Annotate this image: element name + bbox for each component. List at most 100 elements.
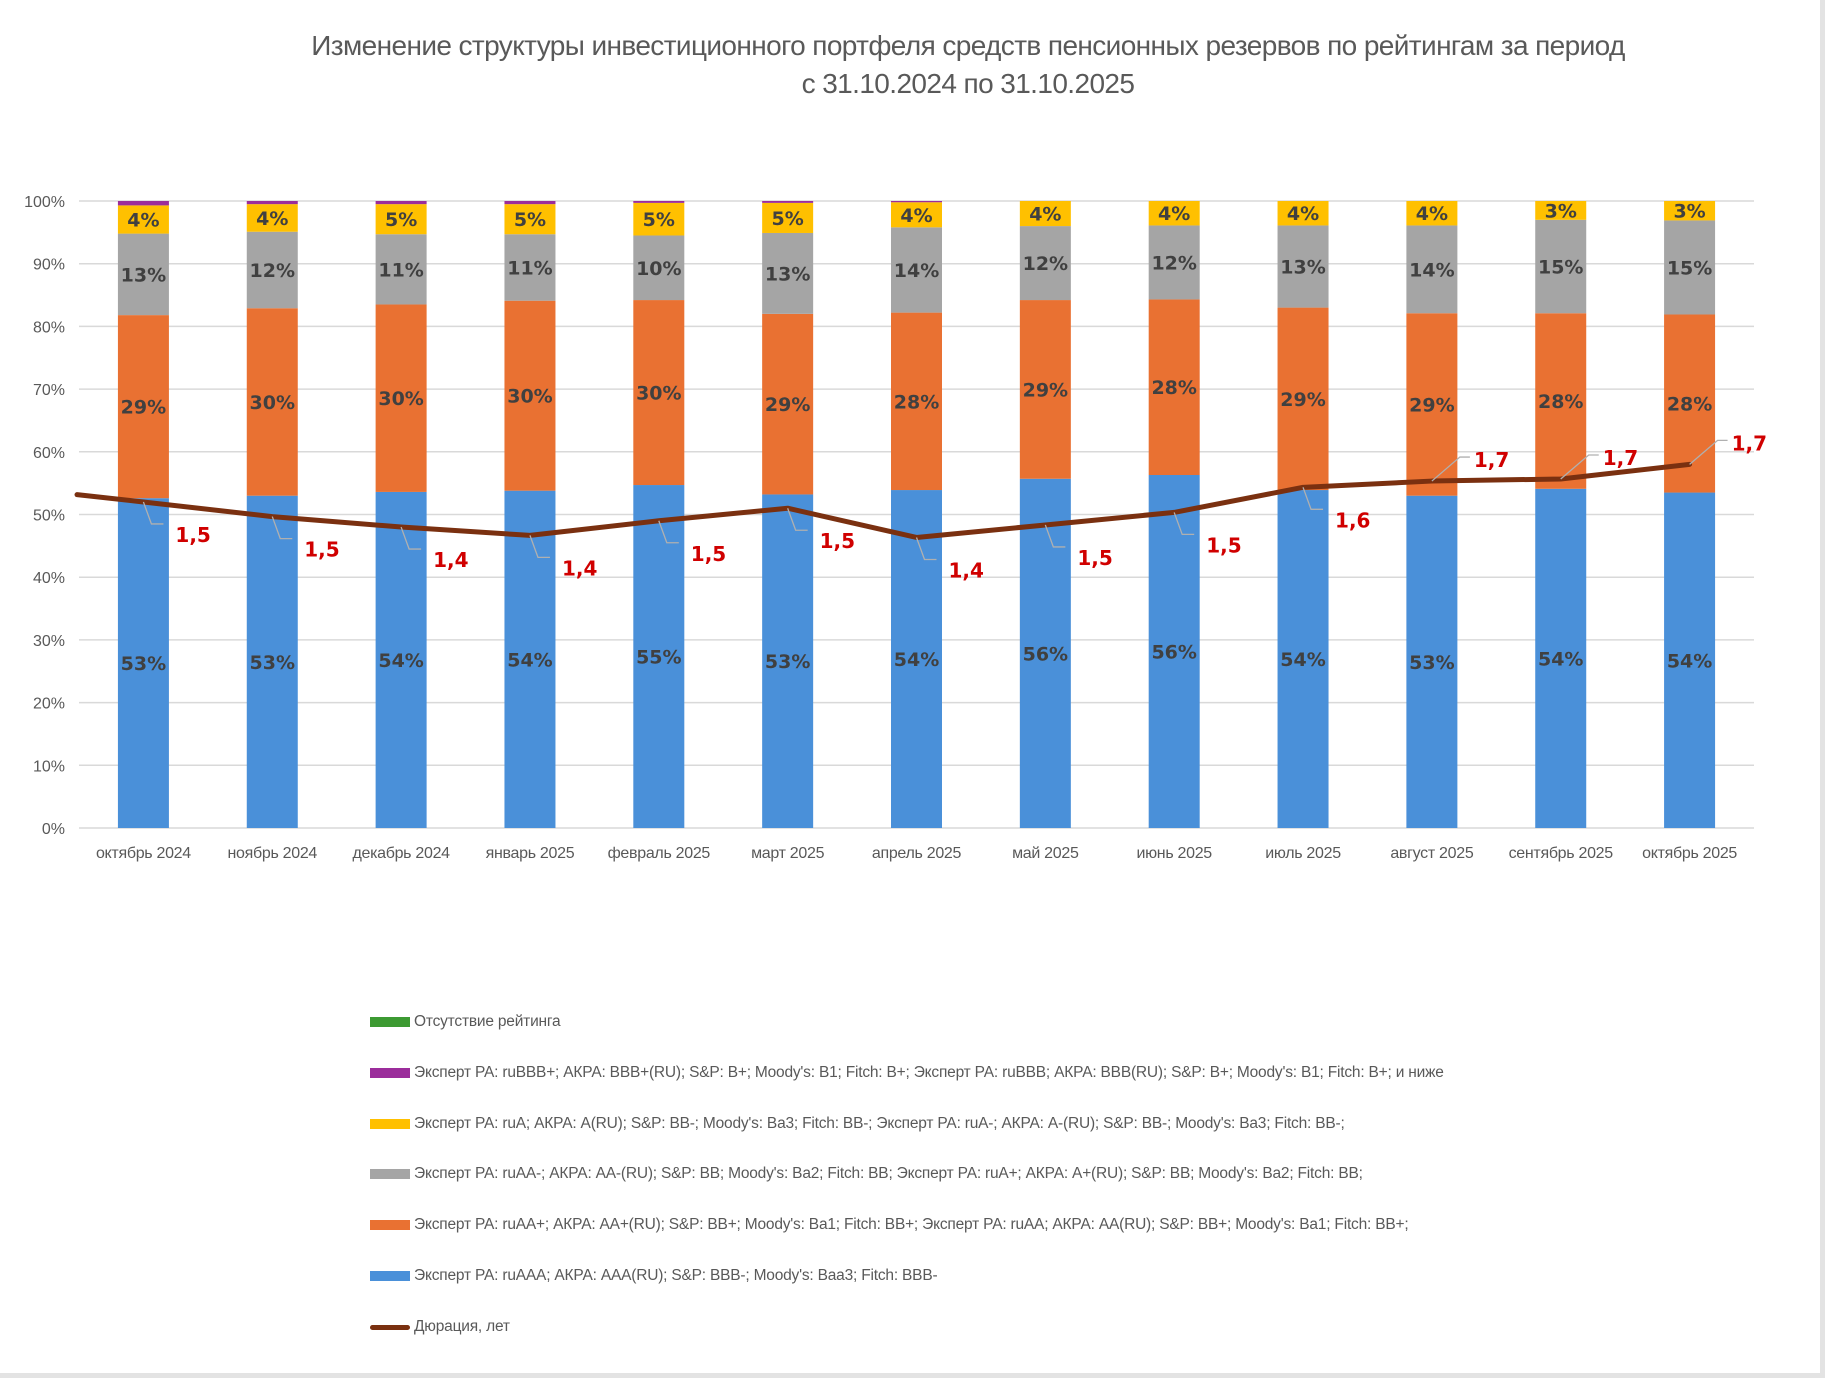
chart-plot-area: 0% 10% 20% 30% 40% 50% 60% 70% 80% 90% 100% 53% 29%…	[24, 194, 1767, 862]
bar-segment-label: 56%	[1023, 643, 1068, 665]
legend-item: Дюрация, лет	[370, 1313, 510, 1341]
label-leader-line	[271, 516, 293, 540]
bar-segment-label: 5%	[385, 209, 417, 231]
bar-segment	[1535, 488, 1587, 828]
bar-segment-label: 5%	[514, 209, 546, 231]
y-tick-label: 100%	[24, 194, 65, 211]
label-leader-line	[529, 535, 550, 559]
legend-label: Эксперт РА: ruAA-; АКРА: AA-(RU); S&P: B…	[414, 1165, 1363, 1182]
bar-segment	[1664, 220, 1716, 315]
label-leader-line	[1302, 487, 1324, 510]
duration-label: 1,5	[304, 538, 339, 562]
label-leader-line	[1431, 456, 1470, 482]
bar-segment	[246, 204, 298, 232]
bar-segment-label: 28%	[894, 391, 939, 413]
legend-color-swatch	[370, 1220, 410, 1230]
bar-segment	[1406, 495, 1458, 828]
duration-label: 1,5	[820, 529, 855, 553]
bar-stack: 53% 29% 13% 5%	[762, 201, 814, 828]
x-tick-label: май 2025	[1012, 845, 1079, 862]
bar-segment-label: 56%	[1151, 641, 1196, 663]
duration-label: 1,5	[175, 523, 210, 547]
bar-segment-label: 3%	[1673, 201, 1705, 223]
bar-stack: 54% 28% 14% 4%	[891, 201, 942, 828]
bar-segment	[762, 313, 814, 495]
duration-label: 1,4	[949, 558, 984, 582]
bar-stack: 53% 29% 14% 4%	[1406, 201, 1458, 828]
legend-color-swatch	[370, 1068, 410, 1078]
bar-segment-label: 53%	[121, 653, 166, 675]
duration-label: 1,7	[1474, 448, 1509, 472]
bar-segment	[1148, 225, 1200, 300]
y-tick-label: 40%	[33, 570, 65, 587]
bar-segment-label: 14%	[1409, 259, 1454, 281]
label-leader-line	[658, 520, 679, 544]
x-tick-label: февраль 2025	[608, 845, 711, 862]
duration-line	[74, 461, 1693, 540]
bar-segment	[1664, 492, 1716, 828]
bar-segment-label: 11%	[378, 259, 423, 281]
bar-stack: 53% 29% 13% 4%	[117, 201, 169, 828]
bar-segment	[1664, 201, 1716, 221]
legend-label: Отсутствие рейтинга	[414, 1013, 561, 1030]
legend-item: Эксперт РА: ruAA+; АКРА: AA+(RU); S&P: B…	[370, 1211, 1409, 1239]
bar-segment	[375, 491, 427, 828]
bar-segment-label: 10%	[636, 258, 681, 280]
bar-segment	[1019, 201, 1071, 227]
bar-segment	[891, 202, 942, 228]
bar-segment	[117, 201, 169, 206]
bar-segment	[891, 227, 942, 313]
y-tick-label: 70%	[33, 382, 65, 399]
duration-label: 1,5	[1206, 533, 1241, 557]
bar-segment-label: 53%	[1409, 652, 1454, 674]
bar-segment-label: 12%	[250, 260, 295, 282]
bar-segment	[1277, 201, 1329, 226]
bar-segment-label: 4%	[256, 208, 288, 230]
y-tick-label: 20%	[33, 696, 65, 713]
bar-segment	[1535, 313, 1587, 489]
bar-segment-label: 12%	[1023, 253, 1068, 275]
y-tick-label: 10%	[33, 758, 65, 775]
bar-segment-label: 4%	[127, 209, 159, 231]
bar-segment-label: 54%	[894, 649, 939, 671]
bar-stacks: 53% 29% 13% 4% 53% 30% 12% 4% 54% 30% 11% 5% 54% 30% 1…	[117, 200, 1716, 828]
bar-segment-label: 54%	[378, 650, 423, 672]
x-tick-label: январь 2025	[486, 845, 575, 862]
legend-color-swatch	[370, 1169, 410, 1179]
bar-segment	[375, 201, 427, 205]
bar-segment	[246, 495, 298, 828]
bar-segment-label: 4%	[1029, 204, 1061, 226]
label-leader-line	[142, 501, 164, 525]
bar-segment	[504, 204, 556, 235]
x-tick-label: октябрь 2024	[96, 845, 191, 862]
bar-segment-label: 13%	[1280, 257, 1325, 279]
label-leader-line	[1044, 524, 1066, 548]
bar-segment	[375, 204, 427, 235]
bar-segment	[375, 304, 427, 492]
bar-segment-label: 3%	[1545, 200, 1577, 222]
bar-segment	[1019, 300, 1071, 479]
y-tick-label: 80%	[33, 319, 65, 336]
bar-segment-label: 29%	[1409, 394, 1454, 416]
legend-item: Эксперт РА: ruA; АКРА: A(RU); S&P: BB-; …	[370, 1110, 1345, 1138]
legend-label: Дюрация, лет	[414, 1318, 510, 1335]
x-tick-label: сентябрь 2025	[1509, 845, 1614, 862]
bar-segment-label: 4%	[1158, 203, 1190, 225]
x-tick-label: апрель 2025	[872, 845, 962, 862]
bar-stack: 54% 28% 15% 3%	[1664, 201, 1716, 828]
bar-segment	[891, 490, 942, 828]
bar-segment	[1535, 201, 1587, 220]
bar-segment-label: 30%	[636, 383, 681, 405]
duration-line-group: 1,5 1,5 1,4 1,4 1,5 1,5 1,4 1,5 1,5 1,6 1,7 1,7 1,7	[74, 431, 1767, 582]
bar-segment	[504, 490, 556, 828]
bar-segment-label: 53%	[765, 651, 810, 673]
x-tick-label: ноябрь 2024	[227, 845, 317, 862]
chart-subtitle: с 31.10.2024 по 31.10.2025	[801, 68, 1135, 99]
legend-color-swatch	[370, 1119, 410, 1129]
bar-segment	[504, 300, 556, 491]
x-tick-label: октябрь 2025	[1642, 845, 1737, 862]
bar-segment-label: 30%	[507, 386, 552, 408]
x-tick-label: декабрь 2024	[352, 845, 450, 862]
bar-segment	[633, 300, 685, 486]
bar-segment-label: 55%	[636, 647, 681, 669]
